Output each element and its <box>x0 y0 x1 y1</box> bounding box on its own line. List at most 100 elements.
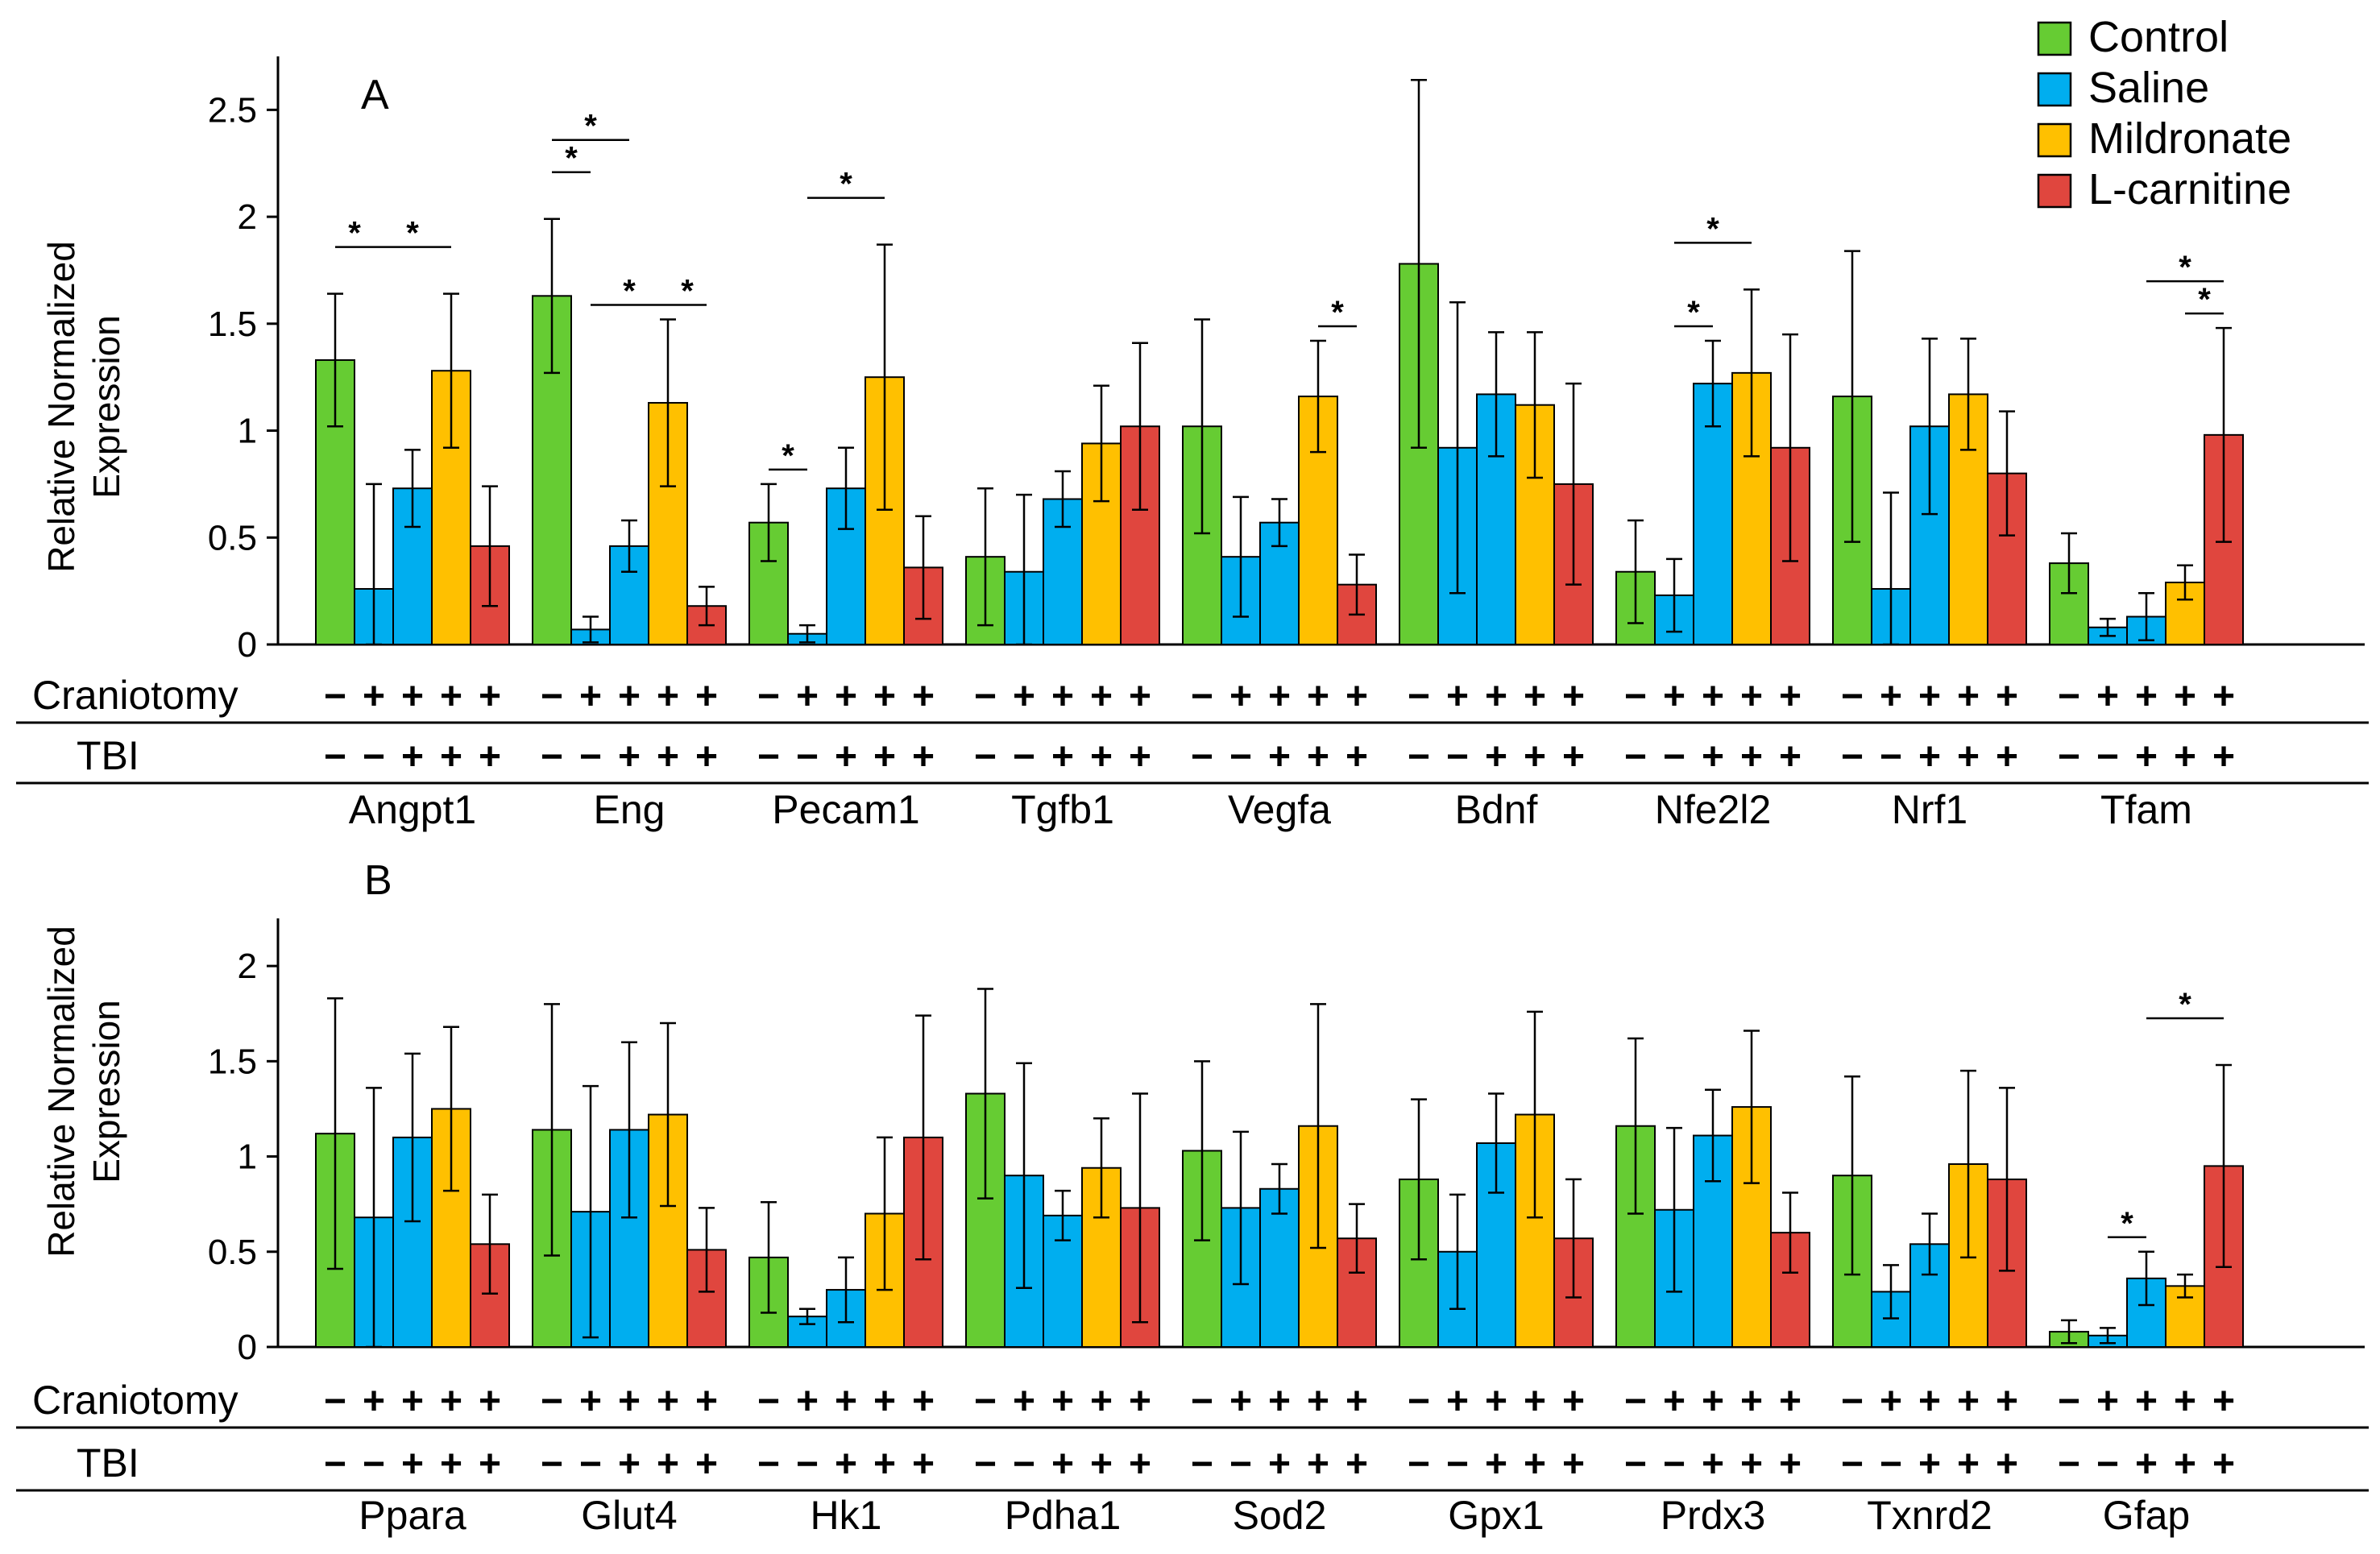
gene-label: Prdx3 <box>1661 1493 1766 1538</box>
condition-sign: + <box>1090 736 1113 778</box>
condition-sign: + <box>1740 736 1763 778</box>
condition-sign: − <box>2096 1443 2119 1486</box>
gene-label: Glut4 <box>581 1493 678 1538</box>
gene-label: Pdha1 <box>1005 1493 1122 1538</box>
condition-sign: + <box>2174 1380 2196 1423</box>
legend-swatch <box>2037 173 2072 209</box>
gene-label: Bdnf <box>1455 787 1538 832</box>
gene-label: Tgfb1 <box>1011 787 1114 832</box>
condition-sign: − <box>974 736 997 778</box>
condition-sign: + <box>1485 1380 1507 1423</box>
condition-sign: + <box>479 1380 501 1423</box>
y-tick-label: 0.5 <box>208 518 257 557</box>
condition-sign: − <box>1408 1380 1430 1423</box>
condition-sign: + <box>1524 1380 1546 1423</box>
condition-sign: + <box>1485 1443 1507 1486</box>
condition-sign: + <box>1485 675 1507 718</box>
condition-sign: + <box>440 1443 462 1486</box>
condition-sign: + <box>2135 736 2158 778</box>
condition-sign: + <box>1740 1443 1763 1486</box>
condition-sign: + <box>579 675 602 718</box>
condition-sign: + <box>873 675 896 718</box>
gene-label: Nrf1 <box>1892 787 1967 832</box>
condition-sign: + <box>657 1443 679 1486</box>
condition-sign: − <box>2058 736 2080 778</box>
condition-sign: + <box>873 736 896 778</box>
condition-sign: + <box>912 1380 935 1423</box>
condition-sign: − <box>1013 736 1035 778</box>
condition-sign: + <box>873 1380 896 1423</box>
gene-label: Sod2 <box>1233 1493 1327 1538</box>
condition-sign: + <box>2212 1380 2235 1423</box>
condition-sign: + <box>695 736 718 778</box>
condition-sign: + <box>1307 736 1329 778</box>
significance-star: * <box>1687 295 1700 330</box>
condition-sign: − <box>324 736 346 778</box>
condition-sign: + <box>1702 675 1724 718</box>
condition-sign: + <box>1013 1380 1035 1423</box>
condition-sign: − <box>1663 1443 1685 1486</box>
condition-sign: + <box>440 736 462 778</box>
condition-sign: + <box>618 1443 641 1486</box>
panel-b-ylabel-line1: Relative Normalized <box>40 926 82 1258</box>
condition-sign: − <box>757 675 780 718</box>
condition-sign: + <box>1779 736 1802 778</box>
condition-sign: + <box>1918 1380 1941 1423</box>
condition-sign: + <box>1307 675 1329 718</box>
gene-label: Hk1 <box>811 1493 882 1538</box>
condition-sign: + <box>363 1380 385 1423</box>
condition-sign: − <box>1624 1443 1647 1486</box>
condition-sign: + <box>796 675 819 718</box>
condition-sign: + <box>1918 675 1941 718</box>
condition-sign: − <box>2058 1443 2080 1486</box>
condition-sign: + <box>1562 675 1585 718</box>
condition-sign: − <box>2096 736 2119 778</box>
condition-sign: − <box>1624 736 1647 778</box>
condition-sign: + <box>1268 675 1291 718</box>
significance-star: * <box>348 216 361 251</box>
significance-star: * <box>2121 1206 2133 1241</box>
y-tick-label: 1.5 <box>208 305 257 344</box>
condition-sign: + <box>1918 736 1941 778</box>
condition-sign: + <box>873 1443 896 1486</box>
condition-sign: − <box>1191 736 1213 778</box>
condition-sign: − <box>1408 1443 1430 1486</box>
condition-sign: − <box>1408 736 1430 778</box>
condition-sign: + <box>1996 675 2018 718</box>
condition-sign: − <box>1229 736 1252 778</box>
condition-sign: − <box>1880 736 1902 778</box>
condition-sign: + <box>1957 736 1980 778</box>
panel-a: A Relative Normalized Expression 0 0.5 1 1.… <box>16 56 2369 832</box>
condition-sign: + <box>1562 1443 1585 1486</box>
condition-sign: + <box>401 736 424 778</box>
condition-sign: − <box>757 1380 780 1423</box>
condition-sign: − <box>363 736 385 778</box>
significance-star: * <box>2198 282 2211 317</box>
y-tick-label: 2 <box>238 197 257 237</box>
condition-sign: + <box>1562 736 1585 778</box>
legend-label: L-carnitine <box>2088 165 2291 213</box>
condition-sign: − <box>579 736 602 778</box>
condition-sign: − <box>579 1443 602 1486</box>
condition-sign: − <box>974 1443 997 1486</box>
condition-sign: + <box>835 675 857 718</box>
legend-label: Control <box>2088 13 2229 61</box>
gene-label: Angpt1 <box>349 787 476 832</box>
panel-b: B Relative Normalized Expression 0 0.5 1 1.… <box>16 857 2369 1538</box>
condition-sign: + <box>479 1443 501 1486</box>
condition-sign: + <box>1663 675 1685 718</box>
condition-sign: + <box>1051 1380 1074 1423</box>
condition-sign: − <box>1841 736 1864 778</box>
significance-star: * <box>406 216 419 251</box>
significance-star: * <box>2179 987 2191 1022</box>
condition-sign: + <box>1090 675 1113 718</box>
condition-sign: + <box>1229 675 1252 718</box>
bar <box>1259 1187 1300 1348</box>
condition-sign: + <box>479 675 501 718</box>
panel-b-tbi-label: TBI <box>77 1440 139 1486</box>
condition-sign: + <box>1268 1380 1291 1423</box>
legend-swatch <box>2037 72 2072 107</box>
condition-sign: + <box>1485 736 1507 778</box>
condition-sign: − <box>1229 1443 1252 1486</box>
condition-sign: − <box>1841 1380 1864 1423</box>
